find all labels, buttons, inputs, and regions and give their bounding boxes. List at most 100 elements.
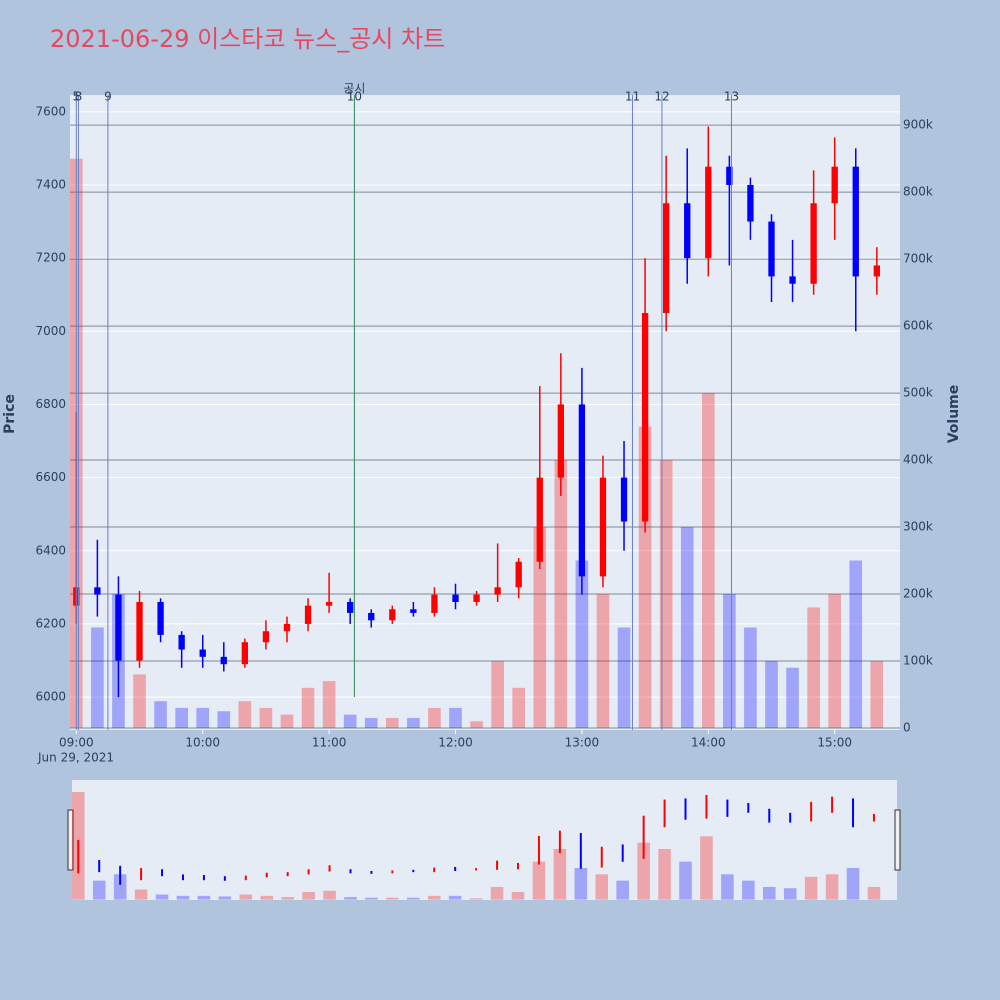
candle-body (831, 166, 838, 204)
mini-volume-bar (679, 861, 692, 900)
volume-bar (343, 714, 357, 728)
mini-volume-bar (574, 867, 588, 900)
date-label: Jun 29, 2021 (37, 751, 114, 765)
candle-body (304, 605, 312, 624)
volume-bar (765, 661, 778, 728)
x-tick-label: 14:00 (691, 736, 726, 750)
candle-body (515, 561, 522, 588)
volume-bar (617, 627, 631, 728)
candle-body (325, 601, 333, 606)
volume-bar (849, 560, 863, 728)
y2-tick-label: 800k (903, 185, 933, 199)
mini-volume-bar (511, 892, 525, 900)
volume-bar (575, 560, 589, 728)
volume-bar (217, 711, 231, 728)
candle-body (747, 184, 754, 222)
candle-body (157, 601, 164, 635)
x-tick-label: 15:00 (817, 736, 852, 750)
candle-body (599, 477, 607, 577)
mini-volume-bar (490, 886, 504, 900)
candle-body (178, 634, 185, 650)
event-label: 9 (104, 90, 112, 104)
volume-bar (449, 707, 462, 728)
y-tick-label: 6400 (35, 543, 66, 557)
x-tick-label: 12:00 (438, 736, 473, 750)
candle-body (431, 594, 438, 613)
mini-volume-bar (762, 886, 776, 900)
plot-area (70, 95, 900, 730)
candle-body (768, 221, 775, 277)
y-tick-label: 6600 (35, 470, 66, 484)
volume-bar (175, 707, 188, 728)
candle-body (199, 649, 206, 657)
slider-handle[interactable] (894, 809, 901, 871)
mini-volume-bar (427, 895, 441, 900)
volume-bar (807, 607, 820, 728)
volume-bar (786, 667, 799, 728)
mini-volume-bar (218, 896, 232, 900)
event-label: 8 (75, 90, 83, 104)
candle-body (789, 276, 796, 284)
y-tick-label: 6200 (35, 616, 66, 630)
y2-tick-label: 600k (903, 319, 933, 333)
mini-volume-bar (134, 889, 148, 900)
mini-volume-bar (532, 861, 546, 900)
candle-body (283, 623, 291, 632)
range-slider[interactable] (72, 780, 897, 900)
volume-bar (701, 393, 715, 728)
slider-handle[interactable] (67, 809, 74, 871)
mini-volume-bar (846, 867, 860, 900)
volume-bar (533, 527, 547, 728)
y2-tick-label: 200k (903, 587, 933, 601)
mini-volume-bar (469, 898, 483, 900)
volume-bar (680, 527, 694, 728)
candle-body (452, 594, 459, 602)
mini-volume-bar (407, 897, 420, 900)
volume-bar (723, 594, 736, 728)
volume-bar (596, 594, 610, 728)
y2-tick-label: 0 (903, 720, 911, 734)
y-axis-title: Price (2, 394, 18, 434)
volume-bar (154, 701, 167, 728)
volume-bar (259, 707, 273, 728)
candle-body (705, 166, 712, 259)
candle-body (262, 631, 270, 643)
candle-body (852, 166, 859, 277)
volume-bar (301, 687, 315, 728)
volume-bar (870, 661, 884, 728)
mini-volume-bar (386, 897, 399, 900)
chart-title: 2021-06-29 이스타코 뉴스_공시 차트 (50, 25, 445, 53)
candle-body (347, 601, 354, 613)
volume-bar (407, 717, 420, 728)
volume-bar (470, 721, 483, 728)
mini-volume-bar (742, 880, 755, 900)
y2-tick-label: 300k (903, 520, 933, 534)
y-tick-label: 6800 (35, 397, 66, 411)
y-tick-label: 7000 (35, 324, 66, 338)
volume-bar (196, 707, 210, 728)
mini-volume-bar (616, 880, 629, 900)
mini-volume-bar (721, 874, 734, 900)
mini-volume-bar (176, 895, 190, 900)
volume-bar (659, 460, 673, 728)
candle-body (684, 203, 691, 259)
volume-bar (280, 714, 294, 728)
volume-bar (828, 594, 842, 728)
volume-bar (322, 681, 336, 728)
candle-body (410, 609, 417, 613)
candle-body (115, 594, 122, 661)
candle-body (136, 601, 143, 661)
mini-volume-bar (92, 880, 106, 900)
mini-volume-bar (239, 894, 253, 900)
mini-volume-bar (658, 848, 671, 900)
mini-volume-bar (260, 895, 274, 900)
volume-bar (133, 674, 146, 728)
candle-body (473, 594, 480, 602)
candle-body (578, 404, 586, 577)
x-tick-label: 10:00 (185, 736, 220, 750)
mini-volume-bar (344, 897, 357, 900)
mini-volume-bar (637, 842, 650, 900)
y-tick-label: 7600 (35, 104, 66, 118)
y2-tick-label: 100k (903, 654, 933, 668)
